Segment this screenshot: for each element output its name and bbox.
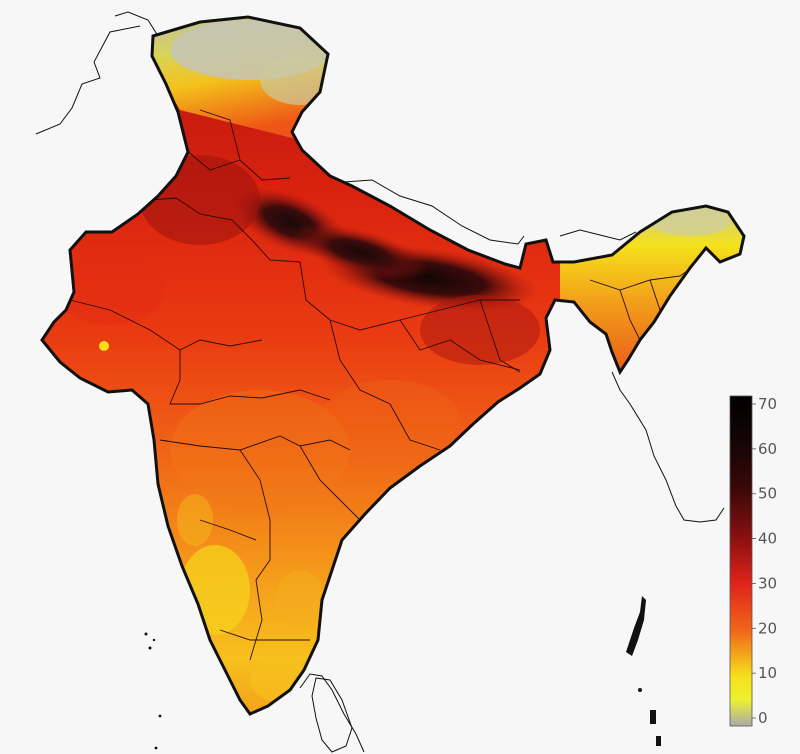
india-outline [40, 15, 746, 716]
lakshadweep-islands [144, 632, 162, 750]
neighbor-borders [35, 11, 725, 753]
state-boundaries [69, 109, 701, 661]
andaman-islands [626, 590, 661, 746]
sri-lanka-outline [311, 677, 353, 753]
heat-field [42, 17, 744, 714]
